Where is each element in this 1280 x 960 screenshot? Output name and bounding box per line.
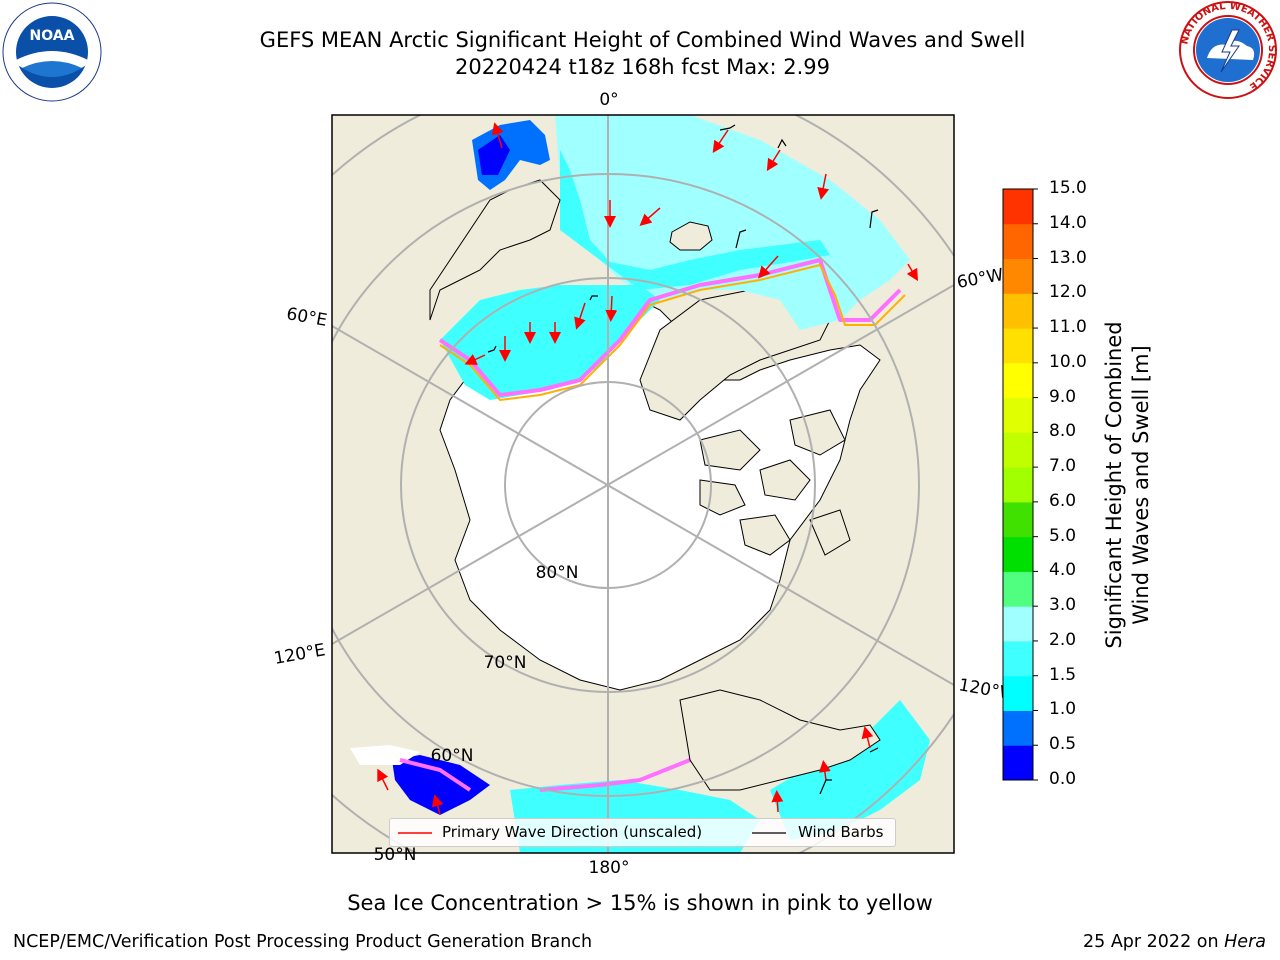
footer-branch: NCEP/EMC/Verification Post Processing Pr…: [13, 932, 593, 952]
colorbar-tick-label: 3.0: [1049, 595, 1077, 616]
nws-logo: NATIONAL WEATHER SERVICE: [1177, 0, 1279, 100]
lat-label-60n: 60°N: [431, 746, 474, 766]
colorbar-tick-label: 12.0: [1049, 282, 1087, 303]
colorbar-segment: [1003, 362, 1033, 399]
lon-label-60e: 60°E: [285, 304, 329, 331]
lat-label-50n: 50°N: [374, 845, 417, 865]
map-frame: [331, 114, 955, 854]
lon-label-180: 180°: [589, 858, 630, 878]
colorbar-segment: [1003, 328, 1033, 364]
colorbar-title-line1: Significant Height of Combined: [1102, 321, 1126, 649]
colorbar-tick-label: 2.0: [1049, 629, 1077, 650]
colorbar-tick-label: 10.0: [1049, 351, 1087, 372]
colorbar-tick-label: 5.0: [1049, 525, 1077, 546]
scandinavia: [429, 179, 561, 321]
sea-ice-note: Sea Ice Concentration > 15% is shown in …: [347, 891, 933, 915]
colorbar-tick-label: 7.0: [1049, 456, 1077, 477]
map-legend: Primary Wave Direction (unscaled) Wind B…: [389, 818, 896, 847]
svg-text:NOAA: NOAA: [30, 28, 75, 44]
colorbar-segment: [1003, 432, 1033, 468]
colorbar-segment: [1003, 258, 1033, 294]
colorbar-segment: [1003, 536, 1033, 572]
wave-direction-arrows: [377, 122, 919, 815]
gulf-of-bothnia: [478, 135, 510, 175]
colorbar-segment: [1003, 606, 1033, 642]
colorbar-tick-label: 13.0: [1049, 247, 1087, 268]
footer-machine: Hera: [1224, 932, 1266, 952]
colorbar-frame: [1002, 188, 1034, 781]
wave-direction-legend-line: [398, 832, 432, 834]
colorbar-segment: [1003, 223, 1033, 260]
sea-of-okhotsk: [392, 755, 490, 815]
noaa-logo: NOAA: [2, 2, 102, 102]
north-pacific-waves: [770, 700, 930, 840]
wave-direction-legend-label: Primary Wave Direction (unscaled): [442, 823, 703, 841]
colorbar-tick-label: 1.0: [1049, 699, 1077, 720]
colorbar-segment: [1003, 640, 1033, 677]
colorbar-tick-label: 9.0: [1049, 386, 1077, 407]
lat-label-80n: 80°N: [536, 563, 579, 583]
graticule: [332, 115, 954, 853]
colorbar-tick-label: 0.5: [1049, 734, 1077, 755]
colorbar-segment: [1003, 293, 1033, 329]
map-area: [332, 115, 954, 853]
colorbar-tick-label: 6.0: [1049, 490, 1077, 511]
greenland: [639, 289, 831, 421]
lon-label-120e: 120°E: [272, 640, 326, 669]
wind-barbs: [487, 124, 879, 795]
north-atlantic-waves-inner: [560, 150, 830, 290]
colorbar-tick-label: 8.0: [1049, 421, 1077, 442]
lon-label-60w: 60°W: [955, 265, 1005, 293]
colorbar-tick-label: 14.0: [1049, 212, 1087, 233]
footer-date-text: 25 Apr 2022 on: [1083, 932, 1225, 952]
colorbar-tick-label: 4.0: [1049, 560, 1077, 581]
colorbar-segment: [1003, 745, 1033, 781]
footer-date: 25 Apr 2022 on Hera: [1083, 932, 1266, 952]
colorbar-tick-label: 0.0: [1049, 769, 1077, 789]
wind-barbs-legend-label: Wind Barbs: [798, 823, 884, 841]
colorbar-tick-label: 15.0: [1049, 178, 1087, 198]
colorbar: [1002, 188, 1038, 781]
colorbar-segment: [1003, 397, 1033, 433]
lat-label-70n: 70°N: [484, 653, 527, 673]
iceland: [669, 221, 713, 251]
wind-barbs-legend-line: [752, 832, 786, 834]
colorbar-segment: [1003, 710, 1033, 746]
lon-label-0: 0°: [599, 90, 618, 110]
colorbar-segment: [1003, 501, 1033, 538]
chart-subtitle-forecast: 20220424 t18z 168h fcst Max: 2.99: [455, 55, 830, 79]
colorbar-segment: [1003, 467, 1033, 503]
colorbar-title-line2: Wind Waves and Swell [m]: [1129, 345, 1153, 625]
colorbar-segment: [1003, 189, 1033, 225]
colorbar-segment: [1003, 675, 1033, 711]
chart-title: GEFS MEAN Arctic Significant Height of C…: [259, 28, 1026, 52]
colorbar-segment: [1003, 571, 1033, 607]
canadian-archipelago: [699, 409, 851, 556]
colorbar-tick-label: 11.0: [1049, 317, 1087, 338]
colorbar-tick-label: 1.5: [1049, 664, 1077, 685]
